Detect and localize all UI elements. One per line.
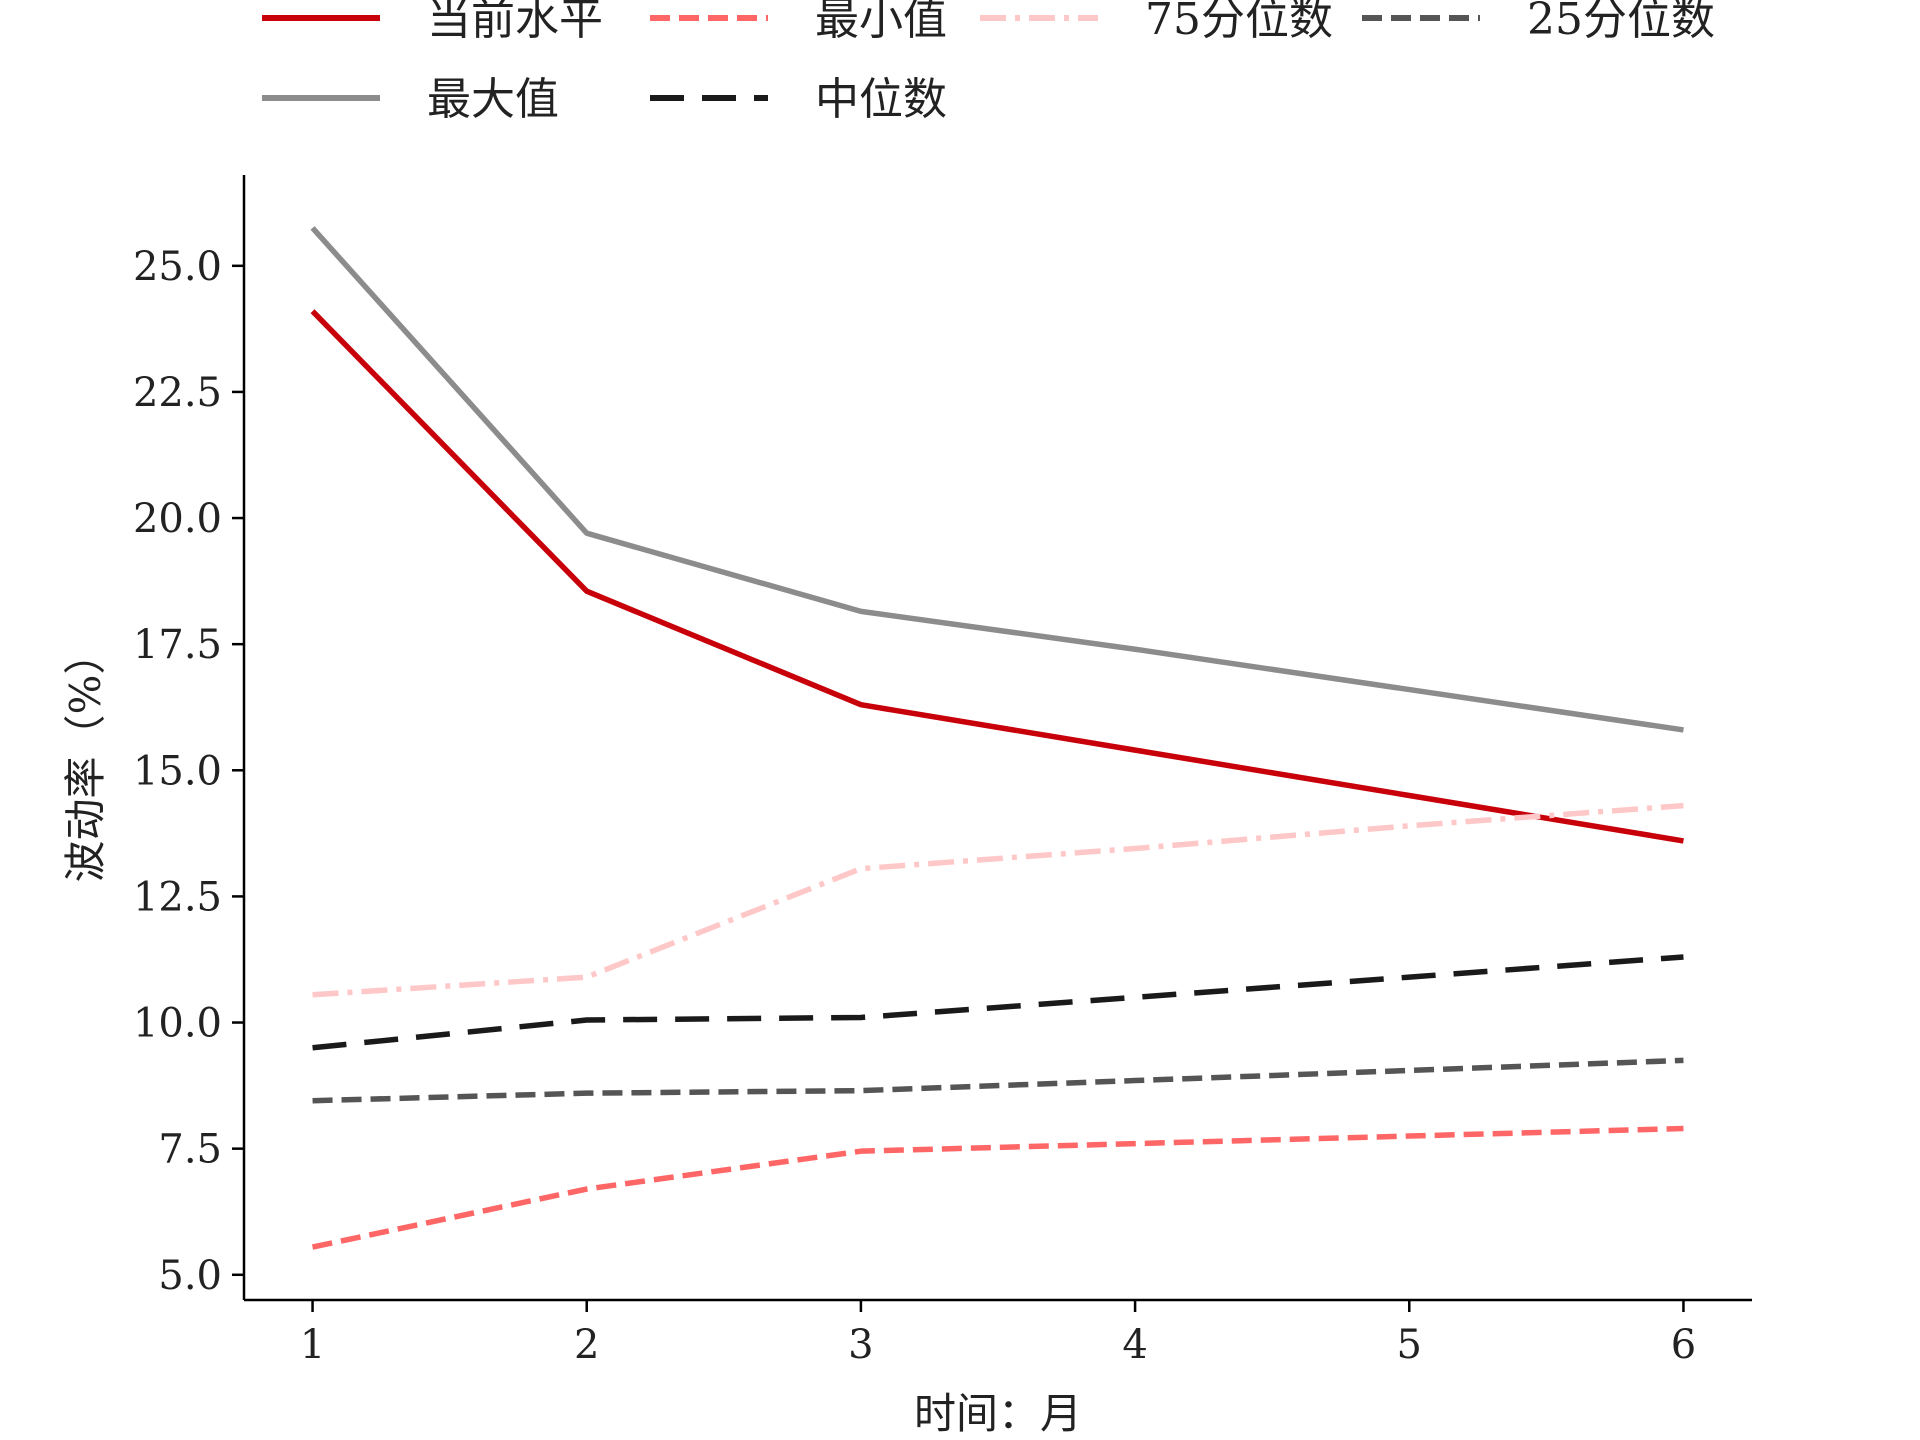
x-tick-label: 6	[1671, 1322, 1696, 1368]
y-tick-label: 7.5	[158, 1127, 222, 1173]
y-tick-label: 10.0	[133, 1001, 222, 1047]
legend-label: 最大值	[427, 74, 559, 125]
x-tick-label: 4	[1122, 1322, 1147, 1368]
x-tick-label: 5	[1397, 1322, 1422, 1368]
y-axis-label: 波动率（%）	[61, 633, 110, 883]
series-line-5	[312, 954, 1684, 1051]
legend-label: 75分位数	[1145, 0, 1333, 45]
y-tick-label: 5.0	[158, 1253, 222, 1299]
series-line-2	[312, 802, 1684, 998]
legend-label: 中位数	[815, 74, 947, 125]
y-tick-label: 22.5	[133, 370, 222, 416]
plot-area: 5.0 7.5 10.0 12.5 15.0 17.5 20.0 22.5 25.0 1 2 3 4 5…	[133, 175, 1752, 1368]
legend-label: 25分位数	[1527, 0, 1715, 45]
series-line-0	[310, 309, 1684, 844]
x-tick-label: 2	[574, 1322, 599, 1368]
x-axis-label: 时间：月	[914, 1389, 1082, 1438]
y-tick-label: 17.5	[133, 622, 222, 668]
x-tick-label: 3	[848, 1322, 873, 1368]
legend-label: 最小值	[815, 0, 947, 45]
series-line-4	[310, 226, 1684, 733]
y-tick-label: 12.5	[133, 874, 222, 920]
x-tick-label: 1	[300, 1322, 325, 1368]
y-tick-label: 25.0	[133, 244, 222, 290]
y-tick-label: 20.0	[133, 496, 222, 542]
x-axis-ticks: 1 2 3 4 5 6	[300, 1300, 1696, 1368]
series-layer	[310, 226, 1684, 1250]
y-axis-ticks: 5.0 7.5 10.0 12.5 15.0 17.5 20.0 22.5 25.0	[133, 244, 244, 1299]
series-line-1	[311, 1125, 1684, 1250]
legend-label: 当前水平	[427, 0, 603, 45]
y-tick-label: 15.0	[133, 748, 222, 794]
series-line-3	[312, 1057, 1684, 1104]
